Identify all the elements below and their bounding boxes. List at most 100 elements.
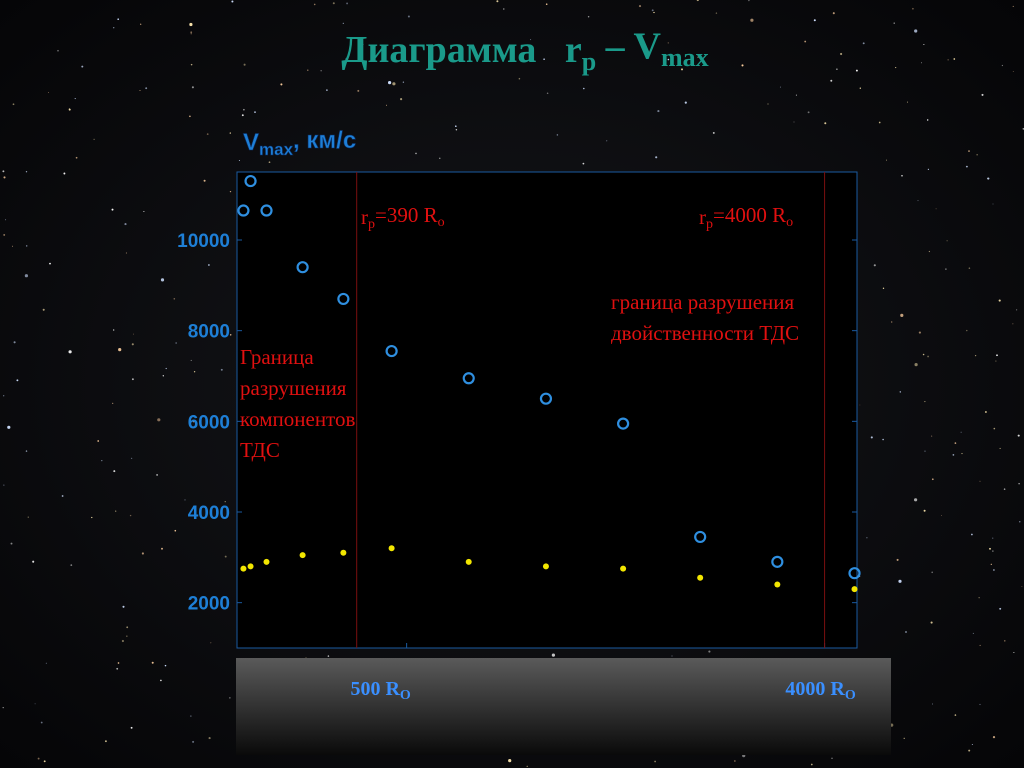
chart-title-sub: max — [661, 43, 709, 72]
star — [952, 454, 955, 456]
star — [945, 268, 947, 270]
star — [741, 64, 744, 67]
star — [156, 473, 159, 476]
star — [24, 274, 28, 278]
star — [1004, 640, 1006, 642]
star — [1019, 521, 1021, 523]
star — [124, 223, 127, 226]
star — [587, 16, 590, 18]
star — [508, 759, 512, 763]
point — [465, 558, 472, 565]
annotation: rp​=4000 Ro​ — [699, 203, 793, 232]
star — [2, 706, 4, 709]
x-tick-label-part: 500 R — [350, 678, 400, 700]
star — [229, 190, 232, 193]
annotation-part: r — [699, 205, 706, 229]
star — [984, 411, 987, 413]
star — [971, 533, 973, 536]
star — [954, 714, 957, 716]
star — [392, 82, 396, 86]
star — [545, 3, 548, 5]
star — [63, 172, 66, 175]
star — [779, 86, 781, 88]
star — [979, 703, 981, 706]
star — [927, 355, 929, 358]
y-tick-label: 6000 — [188, 412, 230, 433]
star — [268, 161, 271, 164]
star — [840, 52, 843, 56]
star — [190, 63, 193, 66]
star — [61, 495, 64, 497]
star — [1003, 488, 1006, 490]
star — [455, 125, 457, 127]
star — [859, 87, 861, 89]
star — [947, 59, 949, 61]
point — [337, 292, 350, 306]
star — [886, 159, 887, 161]
star — [657, 110, 660, 113]
star — [855, 69, 858, 72]
star — [113, 329, 115, 331]
star — [402, 81, 405, 83]
star — [111, 208, 114, 211]
star — [931, 571, 933, 574]
star — [346, 2, 349, 5]
star — [139, 90, 141, 92]
star — [210, 642, 212, 644]
point — [539, 392, 553, 405]
star — [606, 140, 608, 142]
point — [694, 530, 707, 544]
star — [133, 333, 134, 335]
star — [126, 626, 129, 629]
star — [518, 77, 521, 80]
star — [126, 635, 128, 637]
star — [882, 287, 885, 289]
y-tick-label: 4000 — [188, 503, 230, 524]
chart-title-part: – V — [596, 25, 661, 67]
star — [927, 168, 930, 171]
star — [190, 33, 192, 35]
star — [824, 122, 827, 125]
star — [898, 579, 902, 583]
x-tick-label-part: 4000 R — [785, 678, 845, 700]
star — [25, 245, 28, 247]
y-axis-title-sub: max — [259, 140, 294, 159]
star — [115, 510, 117, 512]
point — [340, 549, 347, 556]
star — [968, 749, 971, 752]
star — [859, 404, 861, 406]
star — [326, 89, 328, 91]
star — [193, 371, 196, 373]
star — [327, 655, 330, 657]
star — [946, 240, 948, 242]
star — [992, 736, 996, 739]
star — [116, 667, 119, 670]
star — [895, 67, 897, 69]
star — [954, 442, 957, 444]
star — [931, 478, 934, 481]
point — [260, 204, 273, 217]
star — [971, 744, 973, 745]
star — [750, 18, 754, 22]
star — [91, 516, 93, 519]
star — [917, 200, 919, 202]
point — [620, 565, 627, 572]
annotation-sub: p — [706, 217, 713, 232]
star — [3, 176, 6, 179]
star — [439, 157, 441, 159]
star — [671, 655, 673, 657]
star — [407, 15, 410, 18]
star — [12, 103, 15, 106]
annotation: rp​=390 Ro​ — [361, 203, 445, 232]
star — [556, 134, 559, 136]
star — [999, 607, 1002, 610]
star — [345, 58, 348, 61]
star — [697, 56, 699, 58]
x-tick-label-sub: O — [400, 688, 411, 703]
star — [979, 480, 981, 482]
annotation-part: =390 R — [375, 203, 438, 227]
star — [220, 368, 223, 371]
star — [953, 58, 956, 60]
star — [164, 664, 167, 667]
